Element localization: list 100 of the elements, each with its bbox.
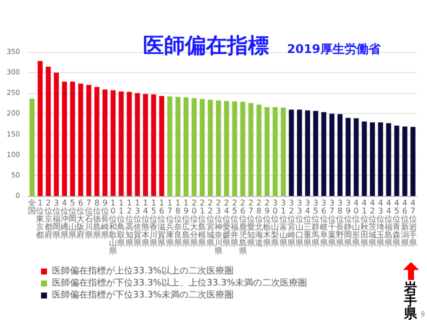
- bar: [321, 112, 326, 196]
- bar: [30, 98, 35, 196]
- bar: [78, 84, 84, 196]
- x-tick-label: 14位熊本県: [142, 198, 150, 248]
- x-tick-label: 2位京都府: [44, 198, 52, 240]
- bar: [232, 101, 238, 196]
- x-tick-label: 22位宮城県: [205, 198, 214, 248]
- x-tick-label: 27位愛知県: [246, 198, 255, 248]
- bar: [126, 92, 132, 196]
- x-tick-label: 12位高知県: [125, 198, 134, 248]
- x-tick-label: 28位北海道: [254, 198, 263, 248]
- bar: [86, 84, 92, 196]
- x-tick-label: 45位青森県: [392, 198, 401, 248]
- x-tick-label: 40位山形県: [352, 198, 360, 248]
- bar: [346, 118, 351, 196]
- bar: [410, 126, 416, 196]
- bar: [338, 114, 343, 196]
- x-tick-label: 31位富山県: [279, 198, 288, 248]
- bar: [288, 110, 294, 196]
- bar: [224, 100, 230, 196]
- x-tick-label: 6位大阪府: [76, 198, 85, 240]
- bar: [184, 97, 189, 196]
- bar: [313, 110, 318, 196]
- bar: [378, 122, 384, 196]
- chart-subtitle: 2019厚生労働省: [287, 42, 382, 56]
- x-tick-label: 42位茨城県: [367, 198, 376, 248]
- x-tick-label: 46位新潟県: [400, 198, 409, 248]
- x-tick-label: 4位沖縄県: [59, 198, 68, 240]
- x-tick-label: 25位福井県: [230, 198, 239, 248]
- bar: [296, 110, 302, 196]
- x-tick-label: 41位秋田県: [360, 198, 368, 248]
- x-tick-label: 23位神奈川県: [214, 198, 222, 256]
- x-tick-label: 10位和歌山県: [109, 198, 118, 256]
- bar: [370, 122, 375, 196]
- x-tick-label: 1位東京都: [36, 198, 44, 240]
- bar: [94, 86, 100, 196]
- text: 岩手県: [403, 281, 418, 320]
- bar: [280, 108, 286, 196]
- x-tick-label: 21位島根県: [198, 198, 206, 248]
- bar: [402, 126, 408, 196]
- legend-label: 医師偏在指標が下位33.3%未満の二次医療圏: [52, 290, 234, 300]
- x-tick-label: 36位岐阜県: [320, 198, 328, 248]
- bar: [264, 107, 270, 196]
- x-tick-label: 18位奈良県: [174, 198, 182, 248]
- bar: [386, 123, 392, 196]
- bar: [118, 91, 124, 196]
- legend-label: 医師偏在指標が上位33.3%以上の二次医療圏: [52, 266, 234, 276]
- x-tick-label: 33位山口県: [295, 198, 304, 248]
- x-tick-label: 5位岡山県: [68, 198, 77, 240]
- bar: [159, 96, 164, 196]
- x-tick-label: 8位徳島県: [92, 198, 101, 240]
- bar: [38, 61, 43, 196]
- bar: [151, 94, 156, 196]
- bar: [143, 94, 148, 196]
- bar: [175, 96, 180, 196]
- x-tick-label: 44位福島県: [384, 198, 393, 248]
- x-tick-label: 26位鹿児島県: [238, 198, 247, 256]
- x-tick-label: 47位岩手県: [408, 198, 417, 248]
- x-tick-label: 7位石川県: [84, 198, 93, 240]
- x-tick-label: 39位静岡県: [344, 198, 352, 248]
- x-tick-label: 13位佐賀県: [133, 198, 142, 248]
- x-tick-label: 17位兵庫県: [166, 198, 174, 248]
- x-tick-label: 32位宮崎県: [287, 198, 296, 248]
- bar: [134, 93, 140, 196]
- bar: [46, 66, 51, 196]
- x-tick-label: 11位鳥取県: [116, 198, 126, 248]
- x-tick-label: 9位長崎県: [100, 198, 109, 240]
- legend-label: 医師偏在指標が下位33.3%以上、上位33.3%未満の二次医療圏: [52, 278, 308, 288]
- bar: [110, 90, 116, 196]
- bar: [62, 82, 67, 196]
- x-tick-label: 20位大分県: [190, 198, 198, 248]
- bar: [167, 96, 172, 196]
- x-tick-label: 16位滋賀県: [158, 198, 166, 248]
- x-tick-label: 34位三重県: [304, 198, 312, 248]
- x-tick-label: 3位福岡県: [52, 198, 60, 240]
- bar: [248, 103, 254, 196]
- x-tick-label: 30位山梨県: [271, 198, 280, 248]
- x-tick-label: 15位香川県: [150, 198, 158, 248]
- bar: [200, 98, 205, 196]
- bar: [272, 107, 278, 196]
- bar: [216, 100, 221, 196]
- bar: [362, 122, 367, 196]
- x-tick-label: 24位愛媛県: [222, 198, 231, 248]
- x-tick-label: 43位埼玉県: [376, 198, 385, 248]
- bar: [329, 114, 334, 196]
- bar: [70, 82, 76, 196]
- bar: [240, 102, 246, 196]
- x-tick-label: 29位栃木県: [263, 198, 272, 248]
- chart-title: 医師偏在指標: [143, 34, 269, 58]
- bar: [192, 98, 197, 196]
- x-tick-label: 35位群馬県: [310, 198, 320, 248]
- x-tick-label: 19位広島県: [182, 198, 190, 248]
- x-tick-label: 全国: [28, 198, 36, 216]
- bar: [208, 100, 213, 196]
- bar: [256, 104, 262, 196]
- bar: [305, 110, 310, 196]
- bar: [54, 72, 59, 196]
- bar: [102, 89, 108, 196]
- x-tick-label: 38位長野県: [336, 198, 344, 248]
- x-tick-label: 37位千葉県: [328, 198, 336, 248]
